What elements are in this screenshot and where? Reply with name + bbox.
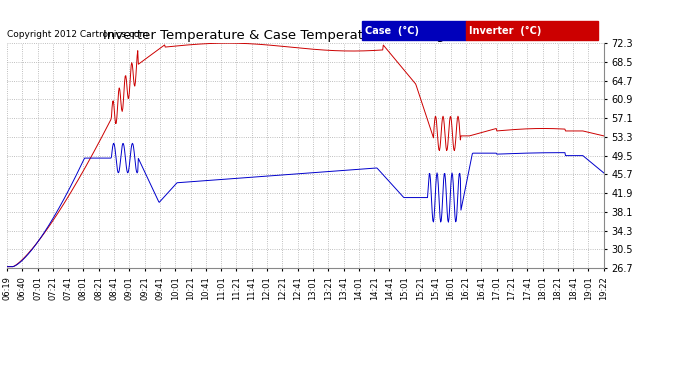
FancyBboxPatch shape	[466, 21, 598, 40]
Text: Inverter  (°C): Inverter (°C)	[469, 26, 542, 36]
Title: Inverter Temperature & Case Temperature Thu Aug 30 19:33: Inverter Temperature & Case Temperature …	[103, 29, 508, 42]
Text: Case  (°C): Case (°C)	[365, 26, 419, 36]
FancyBboxPatch shape	[362, 21, 466, 40]
Text: Copyright 2012 Cartronics.com: Copyright 2012 Cartronics.com	[7, 30, 148, 39]
